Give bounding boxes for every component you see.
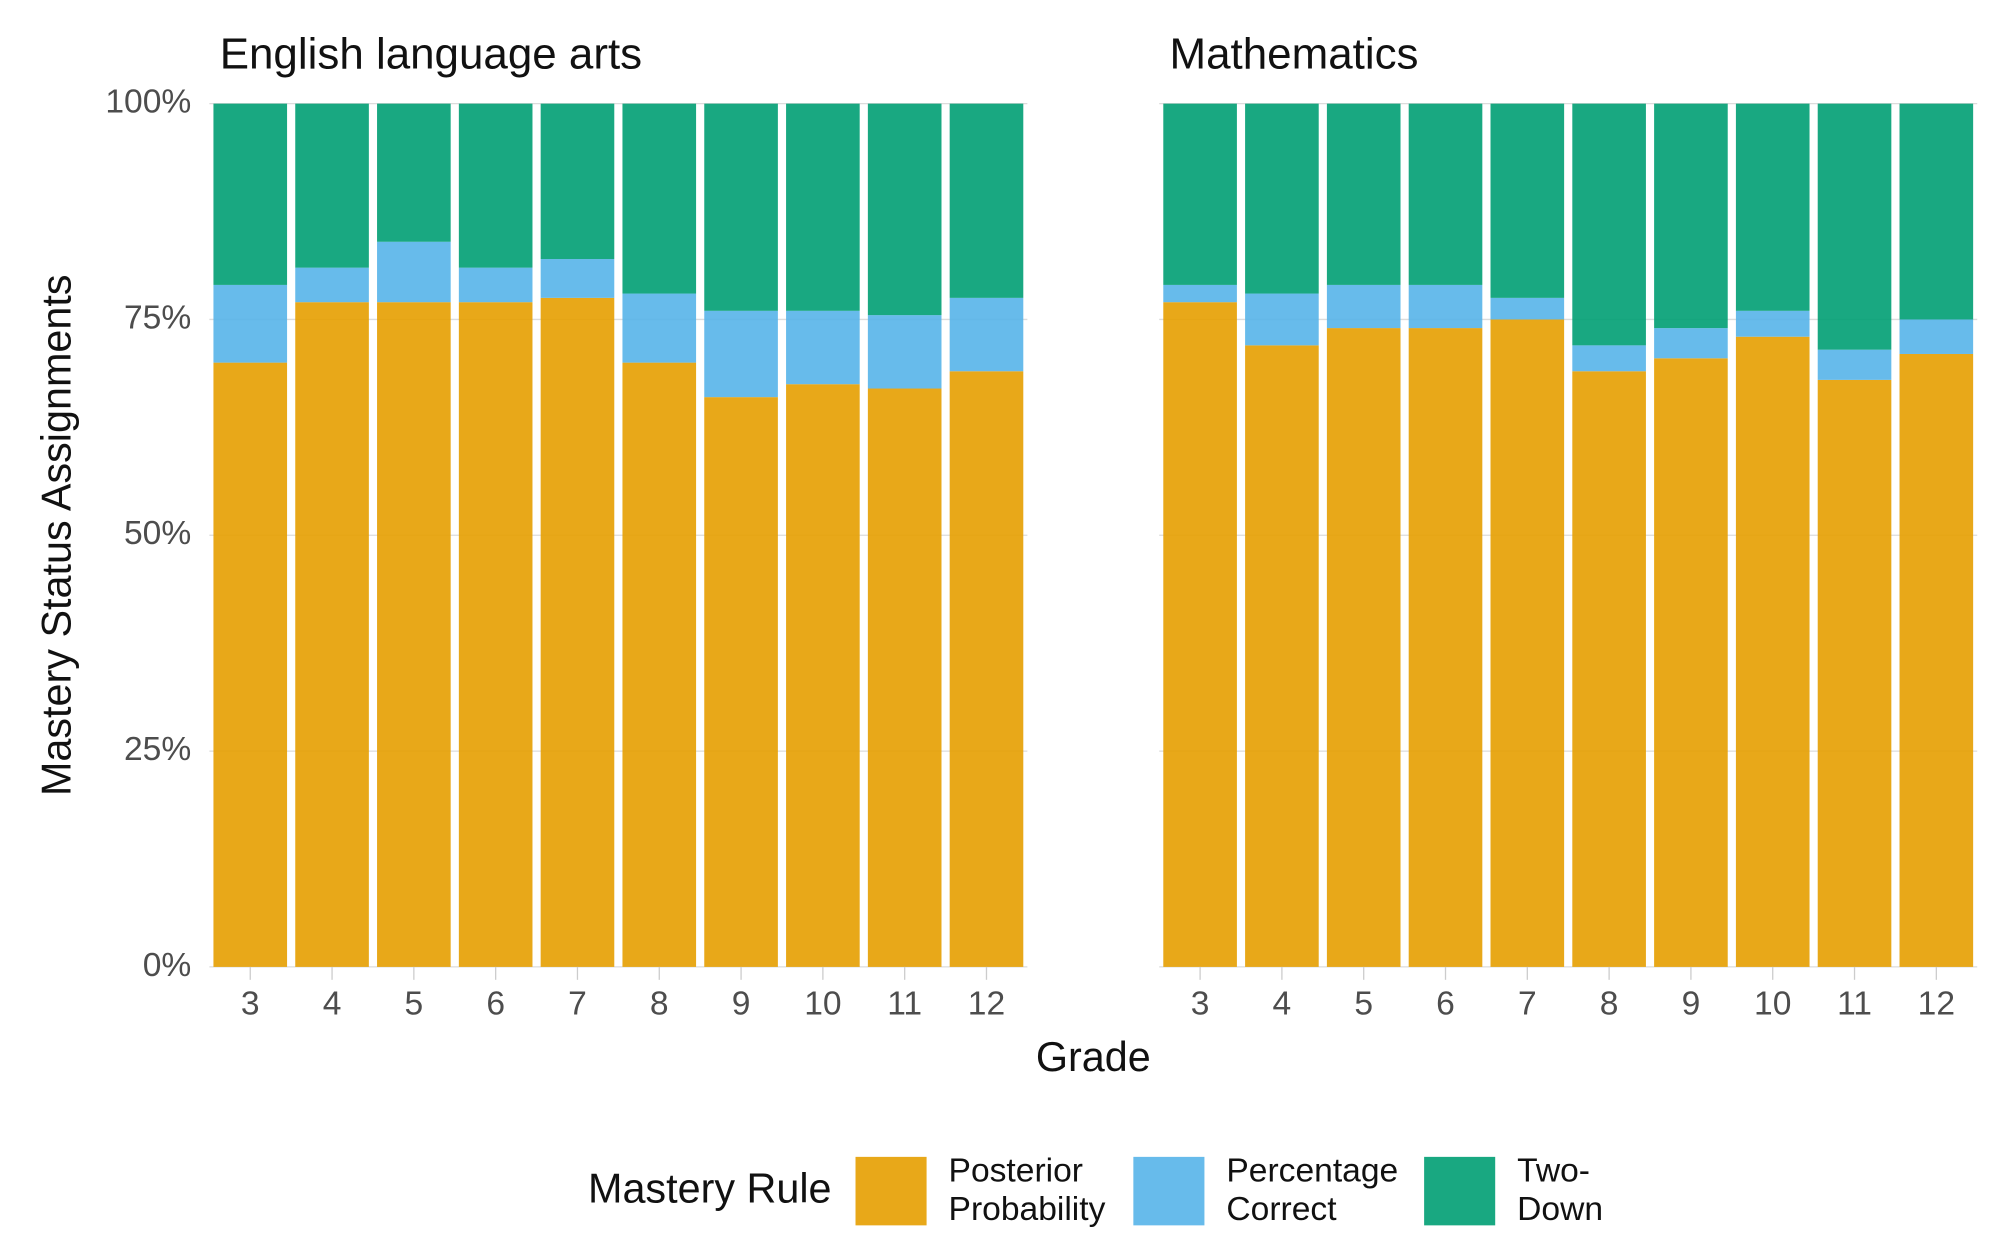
x-tick-label: 5: [1354, 986, 1373, 1023]
bar-segment: [213, 362, 288, 967]
x-tick-label: 12: [1918, 986, 1955, 1023]
x-tick-label: 7: [568, 986, 587, 1023]
bar-segment: [704, 103, 778, 311]
bar-segment: [1572, 103, 1646, 346]
x-tick-label: 11: [1837, 986, 1872, 1023]
y-tick-label: 0%: [143, 947, 192, 984]
bar-segment: [1326, 103, 1401, 285]
bar-segment: [1490, 297, 1565, 320]
bar-segment: [377, 241, 451, 303]
bar-segment: [213, 103, 288, 285]
panel-title: English language arts: [220, 30, 642, 79]
bar-segment: [622, 293, 697, 363]
bar-segment: [1735, 336, 1810, 967]
bar-segment: [295, 267, 369, 303]
y-tick-label: 50%: [124, 515, 191, 552]
bar-segment: [1899, 319, 1974, 354]
bar-segment: [1572, 371, 1646, 967]
x-tick-label: 8: [1600, 986, 1619, 1023]
x-tick-label: 8: [650, 986, 669, 1023]
x-tick-label: 12: [968, 986, 1005, 1023]
bar-segment: [704, 310, 778, 398]
x-tick-label: 3: [241, 986, 260, 1023]
bar-segment: [1654, 103, 1728, 329]
bar-segment: [1408, 328, 1483, 967]
legend-label: Two-Down: [1517, 1152, 1603, 1228]
x-tick-label: 3: [1191, 986, 1210, 1023]
bar-segment: [1245, 345, 1319, 967]
bar-segment: [1654, 358, 1728, 967]
x-tick-label: 10: [804, 986, 841, 1023]
bar-segment: [867, 315, 942, 389]
x-axis-label: Grade: [1036, 1034, 1151, 1080]
bar-segment: [867, 388, 942, 967]
y-axis-label: Mastery Status Assignments: [33, 274, 79, 796]
bar-segment: [458, 103, 533, 268]
bar-segment: [458, 267, 533, 303]
y-tick-label: 25%: [124, 731, 191, 768]
bar-segment: [1326, 284, 1401, 329]
bar-segment: [1326, 328, 1401, 967]
x-tick-label: 6: [1436, 986, 1455, 1023]
x-tick-label: 4: [323, 986, 342, 1023]
bar-segment: [1817, 349, 1892, 380]
bar-segment: [1899, 353, 1974, 967]
x-tick-label: 11: [887, 986, 922, 1023]
bar-segment: [540, 297, 615, 967]
bar-segment: [1408, 284, 1483, 329]
bar-segment: [949, 371, 1024, 967]
bar-segment: [949, 297, 1024, 372]
bar-segment: [786, 384, 860, 967]
x-tick-label: 9: [732, 986, 751, 1023]
x-tick-label: 10: [1754, 986, 1791, 1023]
x-tick-label: 9: [1682, 986, 1701, 1023]
bar-segment: [1572, 345, 1646, 372]
x-tick-label: 4: [1273, 986, 1292, 1023]
bar-segment: [622, 103, 697, 294]
bar-segment: [540, 259, 615, 298]
bar-segment: [1899, 103, 1974, 320]
bar-segment: [540, 103, 615, 260]
x-tick-label: 6: [486, 986, 505, 1023]
bar-segment: [213, 284, 288, 363]
bar-segment: [458, 302, 533, 967]
x-tick-label: 5: [405, 986, 424, 1023]
legend-label: Percentage Correct: [1226, 1152, 1398, 1228]
bar-segment: [867, 103, 942, 316]
bar-segment: [1735, 310, 1810, 337]
bar-segment: [786, 103, 860, 311]
bar-segment: [377, 103, 451, 242]
bar-segment: [1245, 103, 1319, 294]
bar-segment: [622, 362, 697, 967]
bar-segment: [1163, 103, 1237, 285]
bar-segment: [704, 397, 778, 967]
bar-segment: [1163, 302, 1237, 967]
bar-segment: [1817, 379, 1892, 967]
legend-label: Posterior Probability: [949, 1152, 1106, 1228]
legend-key: [1424, 1156, 1496, 1226]
bar-segment: [786, 310, 860, 385]
bar-segment: [295, 103, 369, 268]
bar-segment: [949, 103, 1024, 298]
legend-key: [855, 1156, 927, 1226]
x-tick-label: 7: [1518, 986, 1537, 1023]
bar-segment: [1408, 103, 1483, 285]
bar-segment: [377, 302, 451, 967]
bar-segment: [1490, 319, 1565, 967]
y-tick-label: 75%: [124, 299, 191, 336]
bar-segment: [1654, 328, 1728, 359]
bar-segment: [1490, 103, 1565, 298]
legend-title: Mastery Rule: [588, 1166, 832, 1212]
bar-segment: [1735, 103, 1810, 311]
bar-segment: [295, 302, 369, 967]
bar-segment: [1817, 103, 1892, 350]
bar-segment: [1245, 293, 1319, 346]
bar-segment: [1163, 284, 1237, 303]
legend-key: [1133, 1156, 1205, 1226]
y-tick-label: 100%: [105, 84, 191, 121]
panel-title: Mathematics: [1170, 30, 1419, 79]
